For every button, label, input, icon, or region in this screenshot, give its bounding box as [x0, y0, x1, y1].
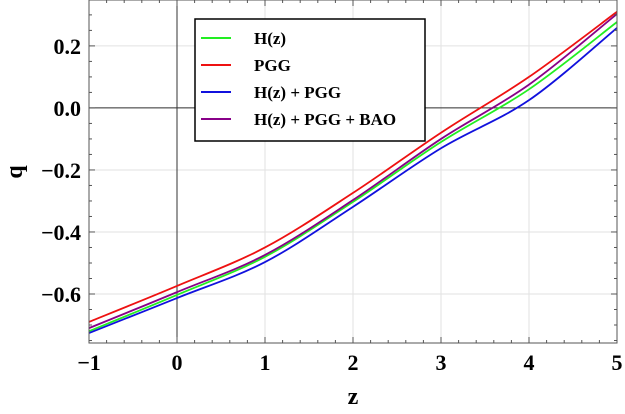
x-axis-title: z [348, 384, 359, 410]
y-tick-labels: 0.2 0.0 −0.2 −0.4 −0.6 [41, 34, 81, 307]
y-tick-label: −0.2 [41, 158, 81, 183]
x-tick-label: 5 [612, 350, 623, 375]
x-tick-label: 4 [524, 350, 535, 375]
x-tick-label: 0 [172, 350, 183, 375]
legend-item: H(z) + PGG [201, 83, 341, 102]
legend-label: PGG [254, 56, 291, 75]
x-tick-labels: −1 0 1 2 3 4 5 [77, 350, 622, 375]
series-line-1 [88, 11, 618, 323]
x-tick-label: 3 [436, 350, 447, 375]
y-tick-label: −0.6 [41, 282, 81, 307]
data-series [88, 11, 618, 334]
series-line-0 [88, 21, 618, 333]
legend-item: H(z) + PGG + BAO [201, 110, 396, 129]
legend-label: H(z) + PGG [254, 83, 341, 102]
y-tick-label: 0.0 [54, 96, 82, 121]
series-line-2 [88, 27, 618, 334]
axis-ticks [88, 0, 618, 343]
legend-label: H(z) [254, 29, 286, 48]
x-tick-label: −1 [77, 350, 101, 375]
legend-box [194, 18, 426, 142]
legend: H(z) PGG H(z) + PGG H(z) + PGG + BAO [194, 18, 426, 142]
series-line-3 [88, 13, 618, 329]
x-tick-label: 1 [260, 350, 271, 375]
y-tick-label: −0.4 [41, 220, 81, 245]
x-tick-label: 2 [348, 350, 359, 375]
y-axis-title: q [2, 165, 28, 179]
y-tick-label: 0.2 [54, 34, 82, 59]
legend-item: H(z) [201, 29, 286, 48]
legend-item: PGG [201, 56, 291, 75]
legend-label: H(z) + PGG + BAO [254, 110, 396, 129]
